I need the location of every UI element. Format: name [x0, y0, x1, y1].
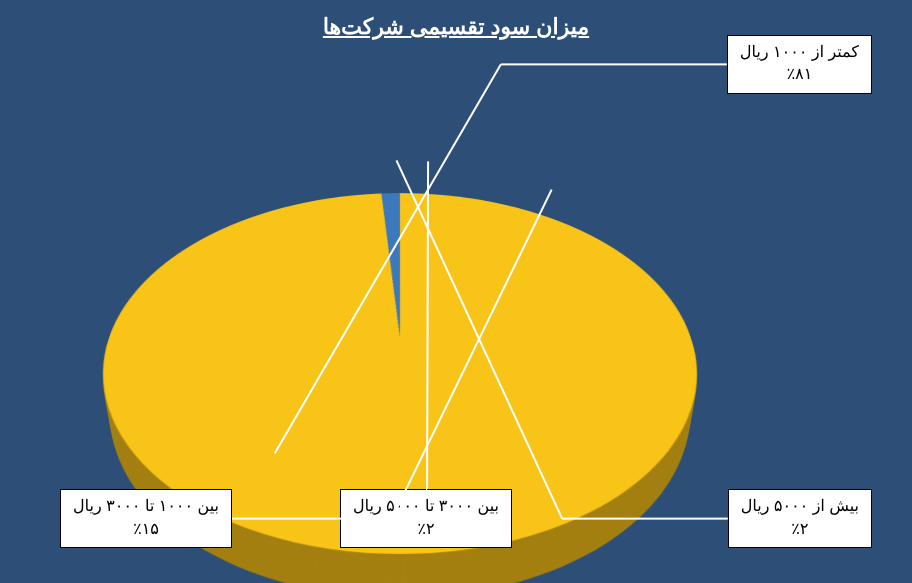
- callout-slice-1: بیش از ۵۰۰۰ ریال ٪۲: [728, 489, 872, 548]
- callout-percent: ٪۲: [741, 519, 859, 541]
- callout-slice-2: بین ۳۰۰۰ تا ۵۰۰۰ ریال ٪۲: [340, 489, 512, 548]
- callout-percent: ٪۸۱: [740, 64, 859, 86]
- callout-label: بین ۱۰۰۰ تا ۳۰۰۰ ریال: [73, 496, 219, 518]
- callout-percent: ٪۱۵: [73, 519, 219, 541]
- callout-percent: ٪۲: [353, 519, 499, 541]
- callout-label: بین ۳۰۰۰ تا ۵۰۰۰ ریال: [353, 496, 499, 518]
- callout-label: بیش از ۵۰۰۰ ریال: [741, 496, 859, 518]
- callout-slice-0: کمتر از ۱۰۰۰ ریال ٪۸۱: [727, 35, 872, 94]
- callout-slice-3: بین ۱۰۰۰ تا ۳۰۰۰ ریال ٪۱۵: [60, 489, 232, 548]
- chart-canvas: میزان سود تقسیمی شرکت‌ها کمتر از ۱۰۰۰ ری…: [0, 0, 912, 583]
- callout-label: کمتر از ۱۰۰۰ ریال: [740, 42, 859, 64]
- pie-chart: [120, 80, 680, 530]
